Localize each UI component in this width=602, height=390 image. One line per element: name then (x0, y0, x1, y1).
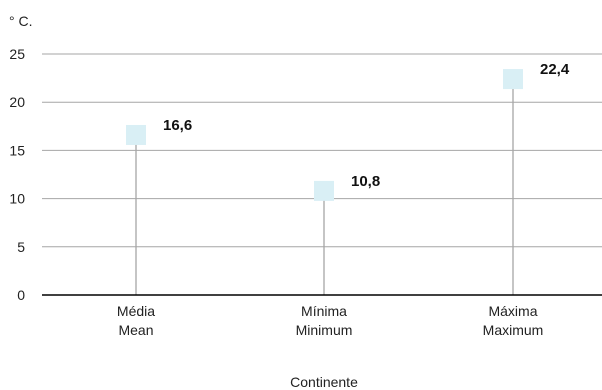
y-tick-label: 10 (9, 191, 25, 207)
y-tick-label: 25 (9, 46, 25, 62)
stems (135, 79, 514, 295)
category-label: Média (117, 303, 155, 319)
category-label: Mínima (301, 303, 347, 319)
y-tick-label: 20 (9, 94, 25, 110)
data-label: 16,6 (163, 117, 192, 134)
markers (126, 69, 523, 201)
category-label: Máxima (488, 303, 537, 319)
y-tick-label: 0 (17, 287, 25, 303)
data-label: 22,4 (540, 61, 570, 78)
y-tick-label: 15 (9, 142, 25, 158)
y-unit-label: ° C. (9, 13, 33, 29)
data-labels: 16,6 10,8 22,4 (163, 61, 570, 190)
category-label: Minimum (296, 322, 353, 338)
data-point (126, 124, 146, 145)
gridlines (42, 53, 602, 248)
data-point (314, 180, 334, 201)
category-label: Maximum (483, 322, 544, 338)
y-tick-labels: 0 5 10 15 20 25 (9, 46, 25, 303)
data-point (503, 69, 523, 90)
category-labels: Média Mean Mínima Minimum Máxima Maximum (117, 303, 543, 338)
x-axis-title: Continente (290, 374, 358, 390)
y-tick-label: 5 (17, 239, 25, 255)
data-label: 10,8 (351, 173, 380, 190)
category-label: Mean (118, 322, 153, 338)
